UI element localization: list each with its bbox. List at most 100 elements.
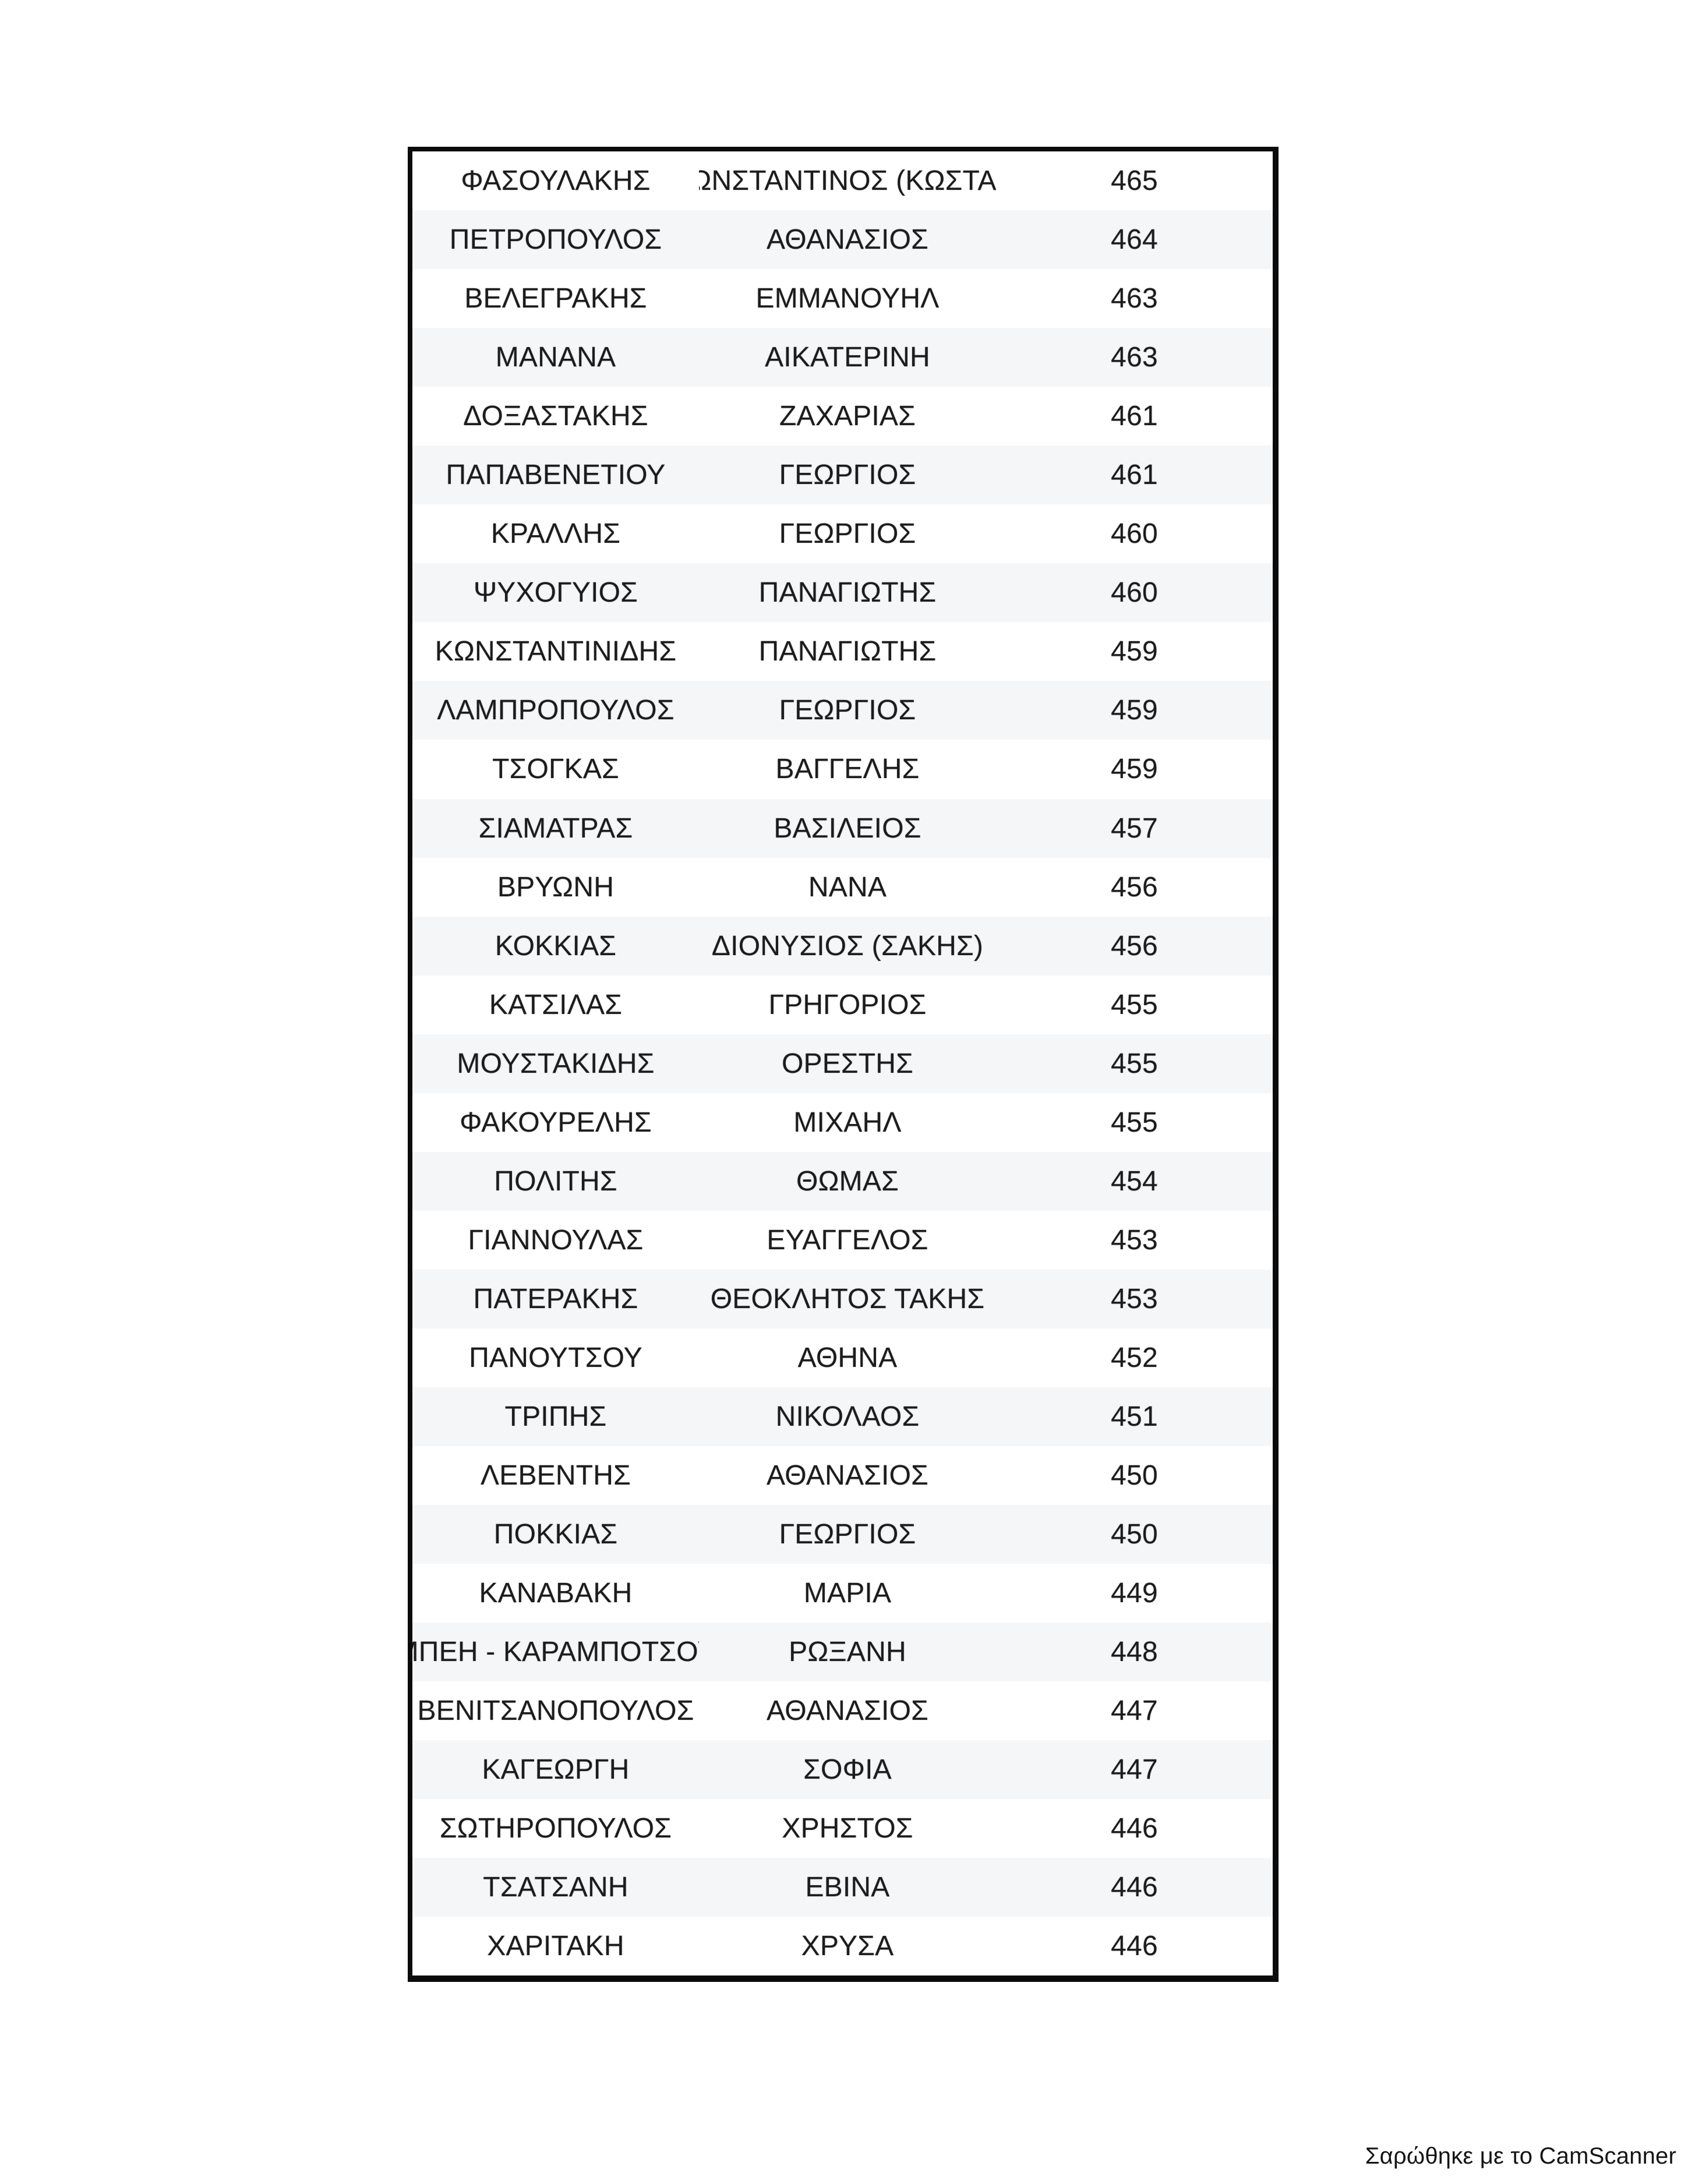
firstname-cell: ΧΡΥΣΑ [801, 1931, 894, 1962]
votes-cell: 447 [1111, 1695, 1158, 1727]
table-row: ΚΑΤΣΙΛΑΣ ΓΡΗΓΟΡΙΟΣ 455 [412, 975, 1273, 1034]
firstname-cell: ΓΕΩΡΓΙΟΣ [779, 695, 916, 726]
table-row: ΚΟΚΚΙΑΣ ΔΙΟΝΥΣΙΟΣ (ΣΑΚΗΣ) 456 [412, 916, 1273, 976]
firstname-cell: ΠΑΝΑΓΙΩΤΗΣ [758, 577, 937, 609]
surname-cell: ΜΠΕΗ - ΚΑΡΑΜΠΟΤΣΟΥ [412, 1637, 699, 1668]
votes-cell: 459 [1111, 636, 1158, 667]
table-row: ΛΑΜΠΡΟΠΟΥΛΟΣ ΓΕΩΡΓΙΟΣ 459 [412, 681, 1273, 740]
votes-cell: 465 [1111, 165, 1158, 197]
surname-cell: ΣΩΤΗΡΟΠΟΥΛΟΣ [439, 1813, 672, 1844]
surname-cell: ΨΥΧΟΓΥΙΟΣ [473, 577, 638, 609]
table-row: ΦΑΣΟΥΛΑΚΗΣ ΚΩΝΣΤΑΝΤΙΝΟΣ (ΚΩΣΤΑΣ) 465 [412, 151, 1273, 211]
firstname-cell: ΑΙΚΑΤΕΡΙΝΗ [765, 342, 930, 373]
votes-cell: 446 [1111, 1931, 1158, 1962]
votes-cell: 460 [1111, 577, 1158, 609]
votes-cell: 453 [1111, 1283, 1158, 1314]
surname-cell: ΤΣΑΤΣΑΝΗ [483, 1872, 628, 1903]
votes-cell: 455 [1111, 1048, 1158, 1079]
votes-cell: 459 [1111, 695, 1158, 726]
table-row: ΠΑΤΕΡΑΚΗΣ ΘΕΟΚΛΗΤΟΣ ΤΑΚΗΣ 453 [412, 1269, 1273, 1328]
table-row: ΓΙΑΝΝΟΥΛΑΣ ΕΥΑΓΓΕΛΟΣ 453 [412, 1210, 1273, 1270]
votes-cell: 450 [1111, 1519, 1158, 1550]
firstname-cell: ΜΙΧΑΗΛ [793, 1107, 902, 1138]
table-row: ΧΑΡΙΤΑΚΗ ΧΡΥΣΑ 446 [412, 1917, 1273, 1976]
votes-cell: 463 [1111, 283, 1158, 314]
surname-cell: ΒΕΛΕΓΡΑΚΗΣ [464, 283, 647, 314]
table-row: ΤΣΑΤΣΑΝΗ ΕΒΙΝΑ 446 [412, 1858, 1273, 1917]
table-row: ΤΣΟΓΚΑΣ ΒΑΓΓΕΛΗΣ 459 [412, 740, 1273, 799]
surname-cell: ΛΑΜΠΡΟΠΟΥΛΟΣ [437, 695, 675, 726]
table-row: ΠΑΠΑΒΕΝΕΤΙΟΥ ΓΕΩΡΓΙΟΣ 461 [412, 446, 1273, 505]
votes-cell: 447 [1111, 1754, 1158, 1786]
votes-cell: 454 [1111, 1165, 1158, 1197]
firstname-cell: ΒΑΣΙΛΕΙΟΣ [774, 812, 921, 844]
surname-cell: ΦΑΚΟΥΡΕΛΗΣ [460, 1107, 652, 1138]
table-row: ΚΑΝΑΒΑΚΗ ΜΑΡΙΑ 449 [412, 1564, 1273, 1623]
surname-cell: ΤΣΟΓΚΑΣ [492, 754, 619, 785]
votes-cell: 460 [1111, 518, 1158, 550]
firstname-cell: ΧΡΗΣΤΟΣ [782, 1813, 913, 1844]
votes-cell: 463 [1111, 342, 1158, 373]
votes-cell: 452 [1111, 1342, 1158, 1373]
surname-cell: ΚΩΝΣΤΑΝΤΙΝΙΔΗΣ [435, 636, 677, 667]
surname-cell: ΠΑΝΟΥΤΣΟΥ [469, 1342, 642, 1373]
surname-cell: ΓΙΑΝΝΟΥΛΑΣ [468, 1224, 644, 1256]
table-row: ΦΑΚΟΥΡΕΛΗΣ ΜΙΧΑΗΛ 455 [412, 1093, 1273, 1152]
surname-cell: ΠΕΤΡΟΠΟΥΛΟΣ [449, 224, 662, 256]
surname-cell: ΣΙΑΜΑΤΡΑΣ [478, 812, 633, 844]
firstname-cell: ΕΜΜΑΝΟΥΗΛ [755, 283, 940, 314]
votes-cell: 461 [1111, 401, 1158, 432]
firstname-cell: ΕΒΙΝΑ [805, 1872, 890, 1903]
firstname-cell: ΝΙΚΟΛΑΟΣ [775, 1401, 920, 1432]
surname-cell: ΠΟΚΚΙΑΣ [493, 1519, 618, 1550]
firstname-cell: ΘΕΟΚΛΗΤΟΣ ΤΑΚΗΣ [710, 1283, 985, 1314]
table-row: ΚΑΓΕΩΡΓΗ ΣΟΦΙΑ 447 [412, 1740, 1273, 1800]
votes-cell: 448 [1111, 1637, 1158, 1668]
surname-cell: ΚΡΑΛΛΗΣ [490, 518, 621, 550]
table-row: ΒΡΥΩΝΗ ΝΑΝΑ 456 [412, 857, 1273, 917]
surname-cell: ΠΑΤΕΡΑΚΗΣ [473, 1283, 638, 1314]
firstname-cell: ΓΡΗΓΟΡΙΟΣ [768, 989, 927, 1020]
votes-cell: 456 [1111, 930, 1158, 962]
surname-cell: ΠΟΛΙΤΗΣ [494, 1165, 617, 1197]
votes-cell: 455 [1111, 1107, 1158, 1138]
table-row: ΠΕΤΡΟΠΟΥΛΟΣ ΑΘΑΝΑΣΙΟΣ 464 [412, 210, 1273, 270]
surname-cell: ΤΡΙΠΗΣ [504, 1401, 607, 1432]
firstname-cell: ΟΡΕΣΤΗΣ [781, 1048, 914, 1079]
surname-cell: ΜΑΝΑΝΑ [495, 342, 616, 373]
votes-cell: 446 [1111, 1872, 1158, 1903]
firstname-cell: ΑΘΗΝΑ [797, 1342, 898, 1373]
votes-cell: 461 [1111, 460, 1158, 491]
votes-cell: 459 [1111, 754, 1158, 785]
firstname-cell: ΒΑΓΓΕΛΗΣ [775, 754, 920, 785]
table-row: ΔΟΞΑΣΤΑΚΗΣ ΖΑΧΑΡΙΑΣ 461 [412, 387, 1273, 446]
table-row: ΜΟΥΣΤΑΚΙΔΗΣ ΟΡΕΣΤΗΣ 455 [412, 1034, 1273, 1093]
firstname-cell: ΣΟΦΙΑ [803, 1754, 892, 1786]
firstname-cell: ΓΕΩΡΓΙΟΣ [779, 460, 916, 491]
surname-cell: ΒΡΥΩΝΗ [497, 871, 615, 903]
votes-cell: 453 [1111, 1224, 1158, 1256]
surname-cell: ΔΟΞΑΣΤΑΚΗΣ [463, 401, 648, 432]
results-table-body: ΦΑΣΟΥΛΑΚΗΣ ΚΩΝΣΤΑΝΤΙΝΟΣ (ΚΩΣΤΑΣ) 465 ΠΕΤ… [412, 151, 1273, 1976]
surname-cell: ΒΕΝΙΤΣΑΝΟΠΟΥΛΟΣ [417, 1695, 694, 1727]
firstname-cell: ΠΑΝΑΓΙΩΤΗΣ [758, 636, 937, 667]
table-row: ΨΥΧΟΓΥΙΟΣ ΠΑΝΑΓΙΩΤΗΣ 460 [412, 563, 1273, 623]
firstname-cell: ΑΘΑΝΑΣΙΟΣ [767, 1695, 928, 1727]
firstname-cell: ΑΘΑΝΑΣΙΟΣ [767, 224, 928, 256]
votes-cell: 449 [1111, 1578, 1158, 1609]
votes-cell: 457 [1111, 812, 1158, 844]
table-row: ΤΡΙΠΗΣ ΝΙΚΟΛΑΟΣ 451 [412, 1387, 1273, 1447]
surname-cell: ΦΑΣΟΥΛΑΚΗΣ [461, 165, 651, 197]
table-row: ΣΙΑΜΑΤΡΑΣ ΒΑΣΙΛΕΙΟΣ 457 [412, 798, 1273, 858]
firstname-cell: ΖΑΧΑΡΙΑΣ [779, 401, 916, 432]
firstname-cell: ΑΘΑΝΑΣΙΟΣ [767, 1460, 928, 1492]
table-row: ΛΕΒΕΝΤΗΣ ΑΘΑΝΑΣΙΟΣ 450 [412, 1446, 1273, 1506]
table-row: ΠΟΛΙΤΗΣ ΘΩΜΑΣ 454 [412, 1151, 1273, 1211]
votes-cell: 464 [1111, 224, 1158, 256]
table-row: ΣΩΤΗΡΟΠΟΥΛΟΣ ΧΡΗΣΤΟΣ 446 [412, 1799, 1273, 1858]
surname-cell: ΚΑΓΕΩΡΓΗ [482, 1754, 630, 1786]
surname-cell: ΚΟΚΚΙΑΣ [495, 930, 617, 962]
table-row: ΠΟΚΚΙΑΣ ΓΕΩΡΓΙΟΣ 450 [412, 1505, 1273, 1564]
surname-cell: ΚΑΝΑΒΑΚΗ [479, 1578, 633, 1609]
